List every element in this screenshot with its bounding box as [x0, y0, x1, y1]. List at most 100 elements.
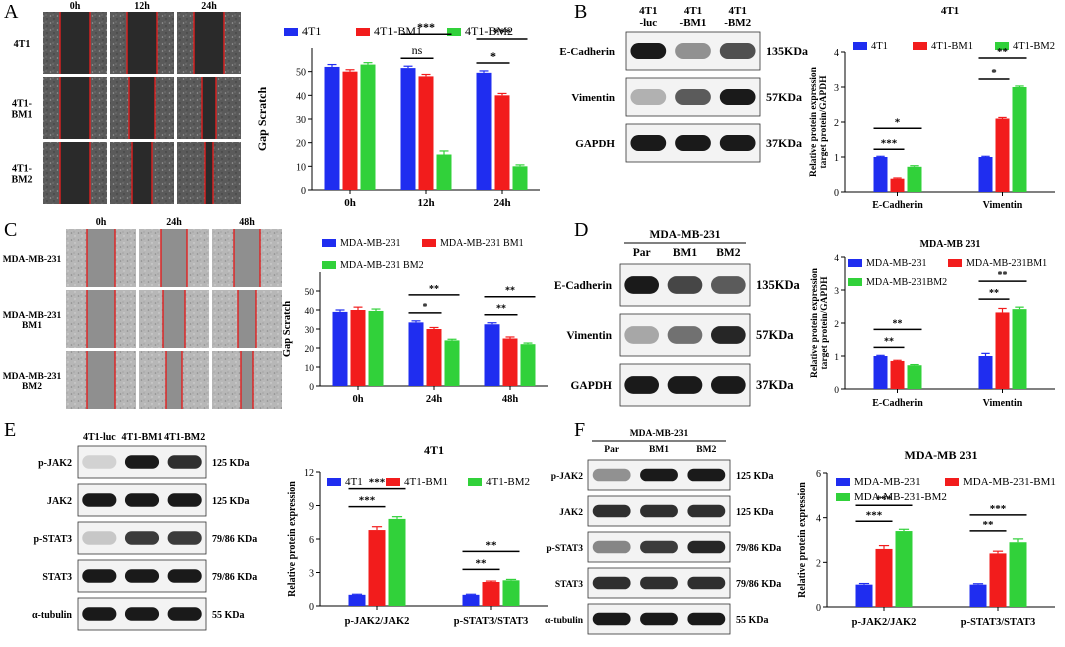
molecular-weight-label: 57KDa	[756, 328, 794, 342]
protein-label: STAT3	[42, 572, 72, 583]
protein-label: GAPDH	[575, 138, 615, 150]
y-tick-label: 2	[816, 558, 821, 569]
western-blot-d: MDA-MB-231 Par BM1 BM2 E-Cadherin 135KDa Vimen…	[554, 229, 801, 407]
timepoint-label: 0h	[96, 217, 107, 228]
significance-label: ns	[412, 43, 423, 57]
significance-label: **	[496, 304, 506, 315]
text-line: 4T1	[639, 5, 657, 17]
legend-swatch	[836, 478, 850, 486]
protein-band	[640, 540, 678, 554]
protein-band	[167, 569, 202, 583]
significance-label: ***	[493, 25, 511, 39]
y-tick-label: 50	[305, 288, 315, 298]
protein-band	[711, 276, 746, 294]
blot-group-title: MDA-MB-231	[650, 229, 721, 241]
molecular-weight-label: 37KDa	[766, 136, 802, 150]
bar	[978, 356, 993, 389]
significance-label: **	[476, 557, 488, 569]
legend-swatch	[284, 28, 298, 36]
significance-label: ***	[876, 493, 893, 505]
legend-swatch	[468, 478, 482, 486]
y-tick-label: 3	[309, 569, 314, 580]
y-tick-label: 1	[834, 153, 839, 164]
text-line: Relative protein expression	[810, 267, 820, 378]
protein-band	[82, 455, 117, 469]
bar	[969, 584, 987, 607]
legend-swatch	[322, 239, 336, 247]
legend-label: 4T1	[345, 476, 363, 488]
bar-chart-e: 4T1 4T1 4T1-BM1 4T1-BM2 0 3 6 9 12 Relative prote…	[287, 443, 548, 627]
bar	[400, 68, 416, 190]
bar	[995, 312, 1010, 389]
y-tick-label: 4	[834, 254, 839, 264]
text-line: MDA-MB-231	[3, 311, 62, 321]
scratch-gap	[202, 77, 216, 139]
x-tick-label: E-Cadherin	[872, 398, 923, 409]
protein-band	[167, 531, 202, 545]
bar	[350, 310, 366, 386]
y-tick-label: 12	[304, 468, 314, 479]
x-tick-label: 48h	[502, 394, 519, 405]
cell-line-label: MDA-MB-231 BM1	[3, 311, 62, 331]
legend-swatch	[913, 42, 927, 50]
molecular-weight-label: 79/86 KDa	[736, 579, 781, 590]
protein-band	[167, 455, 202, 469]
significance-label: **	[429, 284, 439, 295]
protein-band	[640, 576, 678, 590]
protein-band	[124, 569, 160, 583]
molecular-weight-label: 125 KDa	[212, 496, 250, 507]
protein-band	[624, 376, 659, 394]
y-tick-label: 0	[309, 383, 314, 393]
bar	[388, 518, 406, 606]
y-tick-label: 4	[834, 48, 839, 59]
significance-label: *	[490, 49, 496, 63]
significance-label: **	[893, 318, 903, 329]
legend-swatch	[848, 278, 862, 286]
lane-header: 4T1-luc	[83, 432, 116, 443]
protein-band	[719, 135, 756, 151]
significance-label: **	[983, 519, 995, 531]
legend-label: MDA-MB-231BM1	[966, 258, 1047, 269]
bar	[462, 594, 480, 606]
legend-label: MDA-MB-231	[866, 258, 927, 269]
bar-chart-b: 4T1 4T1 4T1-BM1 4T1-BM2 0 1 2 3 4 Relative protei…	[809, 5, 1055, 211]
legend-label: 4T1	[302, 24, 321, 38]
text-line: MDA-MB-231	[3, 372, 62, 382]
bar-chart-c: MDA-MB-231 MDA-MB-231 BM1 MDA-MB-231 BM2 0 1…	[282, 238, 548, 405]
text-line: BM1	[11, 110, 32, 121]
legend-swatch	[447, 28, 461, 36]
x-tick-label: 0h	[352, 394, 363, 405]
scratch-gap	[87, 290, 115, 348]
blot-group-title: MDA-MB-231	[630, 429, 689, 439]
bar	[368, 310, 384, 386]
scratch-gap	[127, 12, 157, 74]
legend-label: MDA-MB-231-BM1	[963, 476, 1056, 488]
y-axis-label: Gap Scratch	[282, 301, 293, 357]
protein-band	[167, 607, 202, 621]
legend-swatch	[356, 28, 370, 36]
bar	[324, 66, 340, 190]
protein-band	[82, 493, 117, 507]
panel-letter-c: C	[4, 219, 17, 241]
molecular-weight-label: 125 KDa	[736, 471, 774, 482]
bar	[907, 365, 922, 389]
scratch-gap	[60, 142, 90, 204]
y-tick-label: 50	[296, 68, 306, 79]
protein-band	[124, 531, 160, 545]
panel-letter-d: D	[574, 219, 588, 241]
protein-band	[687, 576, 726, 590]
protein-label: E-Cadherin	[559, 46, 615, 58]
protein-label: E-Cadherin	[554, 280, 613, 292]
molecular-weight-label: 79/86 KDa	[736, 543, 781, 554]
bar	[907, 166, 922, 192]
bar	[484, 324, 500, 386]
y-tick-label: 20	[305, 345, 315, 355]
significance-label: **	[884, 336, 894, 347]
scratch-gap	[60, 12, 90, 74]
legend-label: 4T1-BM2	[465, 24, 513, 38]
scratch-gap	[205, 142, 213, 204]
protein-label: STAT3	[555, 580, 583, 590]
legend-label: MDA-MB-231BM2	[866, 277, 947, 288]
bar	[476, 72, 492, 190]
